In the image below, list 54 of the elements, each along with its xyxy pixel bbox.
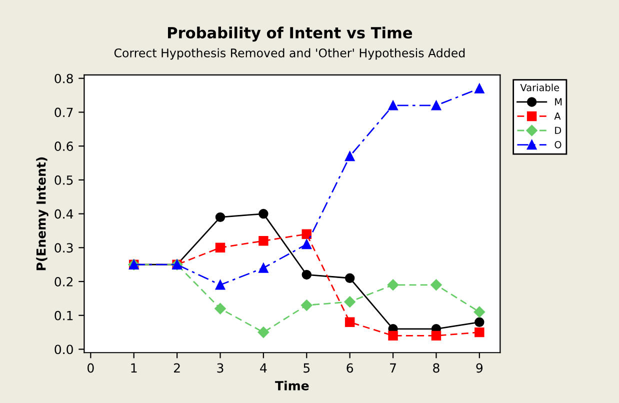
point [344,273,355,283]
point [344,151,355,162]
point [431,330,442,341]
point [302,229,312,239]
x-tick-label: 3 [217,363,224,373]
point [215,242,226,253]
y-tick-label: 0.3 [54,243,73,253]
x-tick-label: 7 [390,363,396,373]
point [301,300,312,311]
legend-label: A [554,112,561,120]
point [388,100,398,110]
y-tick-label: 0.5 [54,175,73,185]
point [474,327,484,338]
legend-label: O [554,140,562,148]
point [474,306,486,318]
y-tick-label: 0.4 [54,209,74,219]
point [474,84,484,94]
x-tick-label: 6 [346,363,354,373]
chart-title: Probability of Intent vs Time [168,26,412,42]
legend-title: Variable [520,84,560,92]
x-axis-title: Time [275,380,309,390]
point [431,100,442,110]
legend-label: D [555,126,562,134]
point [388,330,398,341]
point [215,212,226,222]
x-tick-label: 4 [260,363,267,373]
y-tick-label: 0.8 [54,74,73,84]
x-tick-label: 0 [88,363,94,373]
point [258,208,268,219]
y-tick-label: 0.0 [54,344,73,354]
point [258,236,268,246]
x-tick-label: 8 [433,363,440,373]
y-tick-label: 0.2 [54,276,73,286]
point [302,270,312,280]
x-tick-label: 2 [174,363,180,373]
point [430,279,442,291]
point [215,280,226,290]
point [474,317,484,328]
y-tick-label: 0.6 [54,142,73,151]
point [258,326,270,338]
y-axis-title: P(Enemy Intent) [36,157,48,270]
point [258,263,268,273]
x-tick-label: 1 [131,363,137,373]
x-tick-label: 5 [304,363,310,373]
point [302,239,312,250]
y-tick-label: 0.1 [54,310,73,320]
point [344,317,355,328]
chart-subtitle: Correct Hypothesis Removed and 'Other' Hypothesis Added [114,48,465,60]
legend-label: M [555,98,562,106]
point [214,303,226,314]
y-tick-label: 0.7 [54,108,73,118]
point [344,296,356,308]
point [387,279,399,291]
x-tick-label: 9 [476,363,483,373]
